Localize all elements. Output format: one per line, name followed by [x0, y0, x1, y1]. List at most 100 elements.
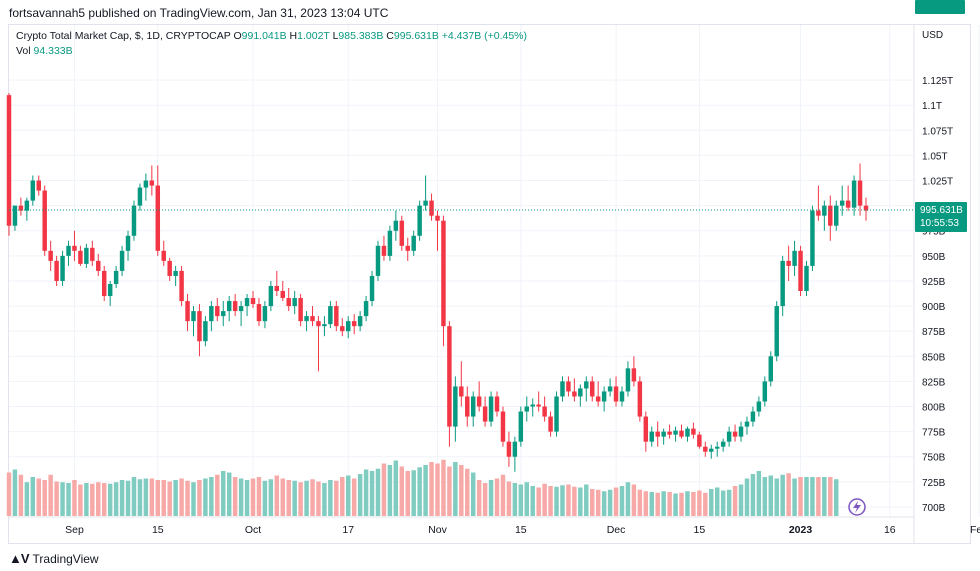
volume-bar: [512, 483, 518, 516]
volume-bar: [107, 483, 113, 516]
volume-bar: [357, 474, 363, 516]
volume-bar: [625, 482, 631, 516]
candle-body: [816, 210, 821, 216]
volume-bar: [756, 471, 762, 516]
candle-body: [131, 205, 137, 236]
candle-body: [590, 381, 595, 397]
y-tick-label: 1.075T: [922, 126, 953, 137]
volume-bar: [601, 491, 607, 516]
volume-bar: [697, 490, 702, 516]
candle-body: [476, 396, 482, 407]
volume-bar: [488, 480, 494, 516]
candle-body: [30, 180, 36, 201]
candle-body: [726, 431, 732, 442]
candle-body: [423, 200, 428, 206]
candle-body: [119, 250, 125, 271]
volume-bar: [161, 480, 166, 516]
volume-bar: [304, 480, 309, 516]
volume-bar: [709, 489, 714, 516]
volume-bar: [738, 484, 744, 516]
candle-body: [584, 381, 589, 389]
candle-body: [857, 180, 863, 206]
volume-bar: [298, 482, 303, 516]
candle-body: [96, 260, 101, 271]
volume-bar: [48, 474, 53, 516]
candle-body: [167, 260, 172, 276]
volume-bar: [714, 487, 720, 516]
candle-body: [232, 301, 238, 312]
candle-body: [197, 311, 202, 342]
candle-body: [101, 270, 107, 297]
candle-body: [125, 235, 131, 251]
candle-body: [417, 205, 422, 236]
candle-body: [828, 205, 833, 226]
candle-body: [536, 404, 541, 407]
volume-bar: [345, 475, 351, 516]
volume-bar: [411, 470, 416, 516]
candle-body: [691, 428, 696, 435]
volume-bar: [72, 480, 77, 516]
volume-bar: [780, 474, 785, 516]
volume-bar: [834, 479, 839, 516]
volume-bar: [536, 487, 541, 516]
y-tick-label: 875B: [922, 327, 946, 338]
volume-bar: [250, 478, 256, 516]
candle-body: [780, 260, 785, 307]
volume-bar: [470, 472, 476, 516]
volume-bar: [584, 484, 589, 516]
candle-body: [78, 250, 83, 264]
candle-body: [530, 404, 535, 407]
candle-body: [435, 215, 440, 221]
candle-body: [524, 406, 530, 412]
y-tick-label: 1.125T: [922, 76, 953, 87]
volume-bar: [524, 482, 530, 516]
y-tick-label: 1.025T: [922, 177, 953, 188]
candle-body: [357, 316, 363, 327]
volume-bar: [113, 482, 119, 516]
candle-body: [203, 321, 208, 342]
candle-body: [447, 326, 452, 427]
volume-bar: [292, 480, 297, 516]
volume-bar: [607, 489, 613, 516]
volume-bar: [191, 482, 196, 516]
volume-bar: [399, 466, 405, 516]
candle-body: [209, 306, 214, 322]
candle-body: [393, 220, 399, 231]
y-tick-label: 700B: [922, 503, 946, 514]
volume-bar: [500, 474, 506, 516]
candle-body: [298, 298, 303, 322]
candle-body: [244, 298, 250, 307]
candle-body: [304, 316, 309, 322]
y-tick-label: 775B: [922, 428, 946, 439]
volume-bar: [762, 477, 768, 516]
lightning-glyph: [853, 501, 861, 513]
candle-body: [459, 386, 464, 397]
candle-body: [215, 306, 220, 317]
candle-body: [810, 210, 815, 266]
candle-body: [750, 411, 756, 422]
volume-bar: [726, 489, 732, 516]
candle-body: [48, 250, 53, 261]
volume-bar: [631, 484, 637, 516]
volume-bar: [774, 478, 779, 516]
candle-body: [506, 441, 512, 457]
candle-body: [411, 235, 416, 251]
candle-body: [720, 441, 726, 447]
volume-bar: [256, 477, 262, 516]
volume-bar: [542, 483, 547, 516]
volume-bar: [119, 480, 125, 516]
volume-label: Vol: [16, 45, 31, 57]
candle-body: [334, 306, 339, 327]
volume-bar: [798, 477, 803, 516]
candle-body: [488, 396, 494, 422]
volume-bar: [417, 467, 422, 516]
legend-close: 995.631B: [393, 30, 439, 42]
candle-body: [322, 324, 327, 327]
volume-bar: [66, 483, 71, 516]
volume-bar: [578, 487, 583, 516]
volume-bar: [155, 480, 161, 516]
volume-bar: [828, 477, 833, 516]
x-tick-label: 17: [342, 524, 354, 536]
candle-body: [36, 180, 41, 191]
